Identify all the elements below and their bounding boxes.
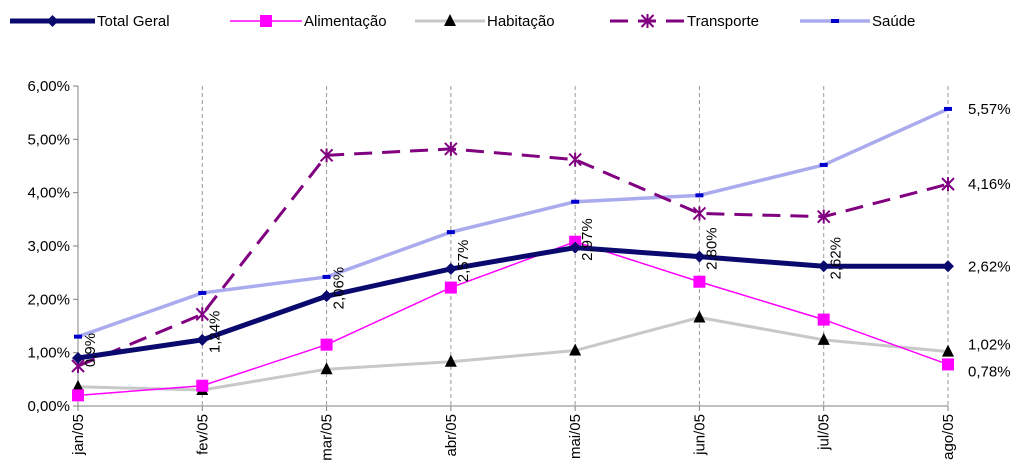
legend-marker [46,15,59,27]
data-point [72,379,84,392]
x-axis: jan/05 fev/05 mar/05 abr/05 mai/05 jun/05 jul/… [70,405,957,461]
data-point [196,379,209,392]
data-point [320,338,333,351]
data-point [444,281,457,294]
data-point [941,177,955,192]
series-line [77,245,948,361]
data-point [569,343,582,356]
end-label: 0,78% [968,363,1011,380]
legend: Total Geral Alimentação Habitação Transport… [10,13,915,30]
y-tick-label: 0,00% [27,398,70,415]
data-label: 2,06% [331,267,348,310]
data-point [817,260,830,273]
legend-label: Habitação [487,13,555,30]
data-point [74,334,82,339]
y-tick-label: 1,00% [27,345,70,362]
data-point [320,290,333,303]
data-point [72,352,84,364]
data-point [695,193,704,198]
legend-label: Total Geral [97,13,170,30]
data-label: 2,57% [455,240,472,283]
end-label: 2,62% [968,258,1011,275]
legend-label: Alimentação [304,13,387,30]
data-label: 2,97% [579,218,596,261]
y-tick-label: 6,00% [27,78,70,95]
x-tick-label: fev/05 [194,414,211,455]
data-point [942,358,954,371]
y-tick-label: 2,00% [27,291,70,308]
data-label: 0,9% [82,333,99,367]
data-point [693,250,706,263]
data-point [320,362,333,375]
data-point [322,274,331,279]
legend-label: Saúde [872,13,915,30]
end-label: 5,57% [968,101,1011,118]
legend-marker [260,15,272,27]
x-tick-label: mai/05 [567,414,584,459]
x-tick-label: jan/05 [70,414,87,456]
legend-marker [831,19,839,23]
data-point [198,290,207,295]
x-tick-label: ago/05 [940,414,957,460]
data-point [942,344,954,357]
data-point [446,230,455,235]
x-tick-label: mar/05 [319,414,336,461]
data-point [444,354,457,367]
x-tick-label: jun/05 [691,414,708,456]
data-point [196,333,209,346]
y-axis: 0,00% 1,00% 2,00% 3,00% 4,00% 5,00% 6,00% [27,78,79,415]
x-tick-label: abr/05 [443,414,460,457]
series-line [77,107,949,339]
legend-marker [444,14,456,26]
y-tick-label: 4,00% [27,185,70,202]
data-point [693,275,706,288]
series-line [77,315,949,392]
data-point [942,260,954,273]
data-point [817,313,830,326]
data-point [444,141,458,156]
data-point [819,162,828,167]
series-line [77,240,949,397]
data-label: 2,80% [703,227,720,270]
series-lines [71,106,955,402]
data-point [693,310,706,323]
data-point [444,262,457,275]
data-point [195,307,209,322]
end-label: 1,02% [968,337,1011,354]
data-label: 2,62% [828,237,845,280]
data-point [817,332,830,345]
data-point [817,209,831,224]
data-point [319,148,334,163]
x-tick-label: jul/05 [816,414,833,451]
legend-label: Transporte [687,13,759,30]
end-label: 4,16% [968,176,1011,193]
data-point [569,241,582,254]
y-tick-label: 3,00% [27,238,70,255]
data-labels: 0,9% 1,24% 2,06% 2,57% 2,97% 2,80% 2,62% 5,57% 4… [82,101,1011,380]
data-point [568,152,582,167]
data-point [571,199,580,204]
series-line [77,147,949,368]
y-tick-label: 5,00% [27,131,70,148]
data-point [944,106,952,111]
legend-marker [640,14,655,28]
data-point [692,206,707,221]
data-point [72,389,84,402]
data-label: 1,24% [206,311,223,354]
